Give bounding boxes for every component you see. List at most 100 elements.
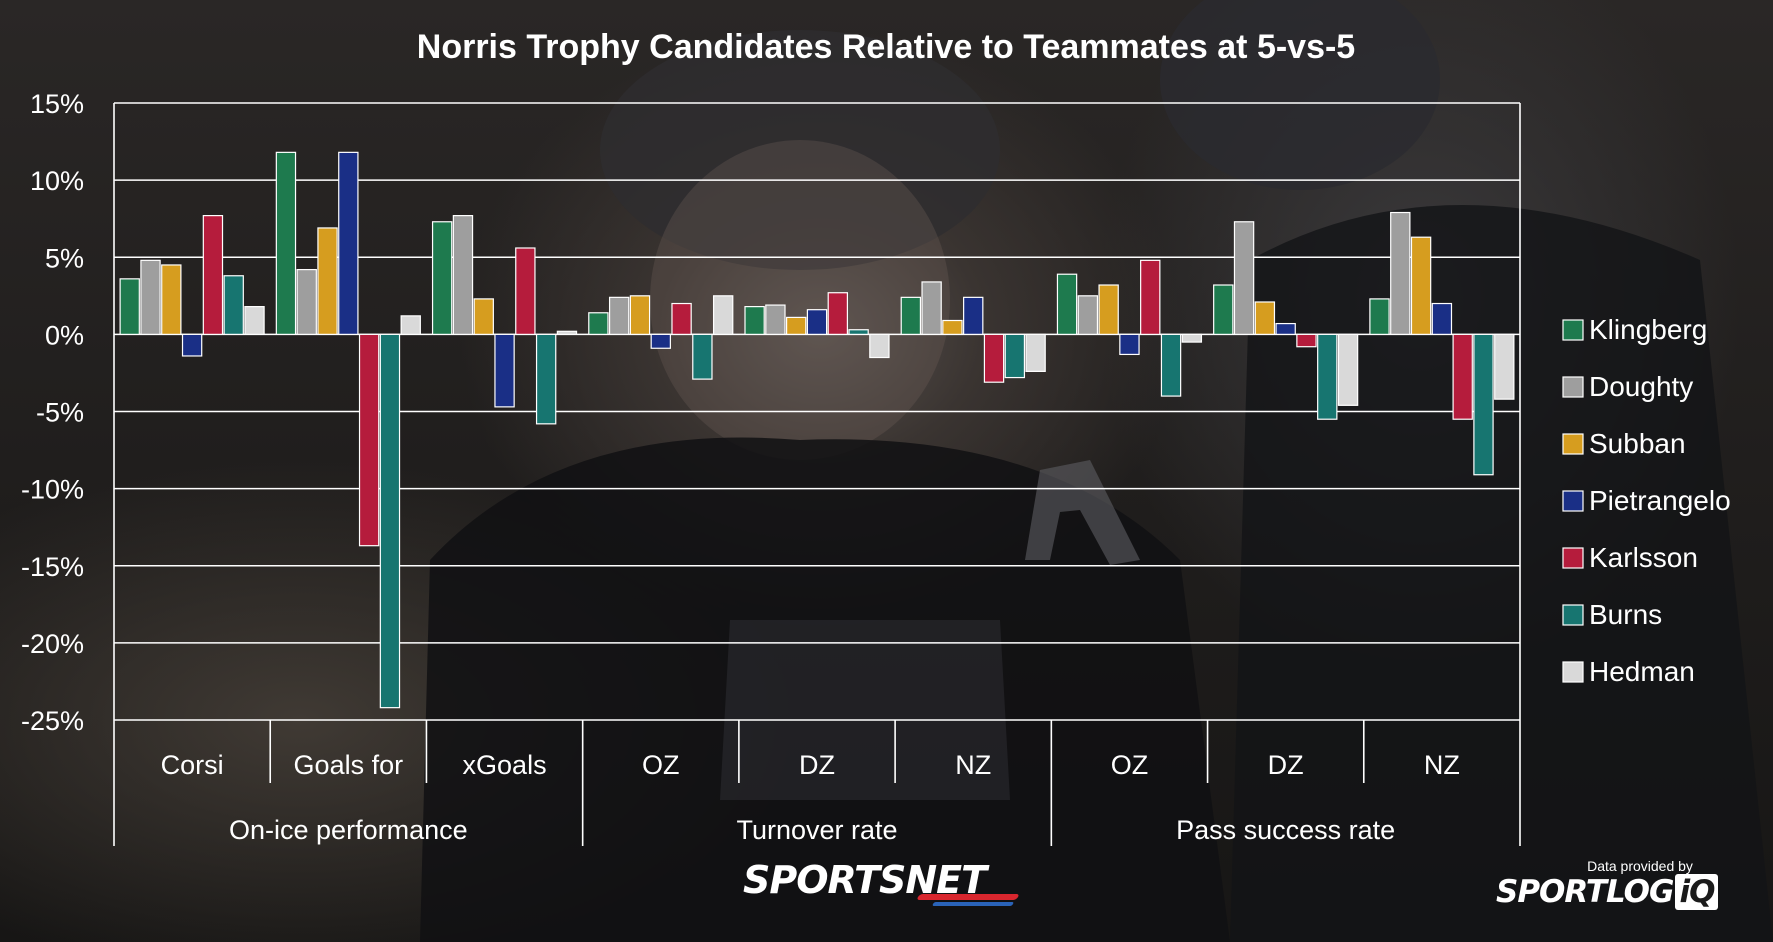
y-tick-label: -5% bbox=[36, 398, 84, 428]
chart-title: Norris Trophy Candidates Relative to Tea… bbox=[417, 28, 1355, 66]
bar-pietrangelo bbox=[494, 333, 515, 408]
bar-pietrangelo bbox=[650, 333, 671, 349]
bar-karlsson bbox=[1140, 259, 1161, 335]
sportlogiq-logo-main: SPORTLOG bbox=[1496, 874, 1674, 910]
bar-klingberg bbox=[431, 221, 453, 335]
logo-swoosh-blue bbox=[931, 902, 1015, 906]
bar-karlsson bbox=[515, 247, 536, 335]
bar-doughty bbox=[452, 215, 474, 335]
legend-label-hedman: Hedman bbox=[1589, 656, 1695, 687]
sportlogiq-logo: SPORTLOG iQ bbox=[1496, 874, 1726, 914]
bar-pietrangelo bbox=[1275, 322, 1296, 335]
bar-doughty bbox=[140, 259, 161, 335]
bar-hedman bbox=[244, 306, 265, 335]
legend-swatch-hedman bbox=[1562, 661, 1584, 683]
bar-karlsson bbox=[202, 215, 224, 335]
x-category-label: OZ bbox=[1111, 750, 1149, 780]
bar-klingberg bbox=[1213, 284, 1234, 335]
bar-karlsson bbox=[1296, 333, 1317, 348]
bar-subban bbox=[1098, 284, 1119, 335]
legend-swatch-pietrangelo bbox=[1562, 490, 1584, 512]
data-credit-caption: Data provided by bbox=[1587, 858, 1693, 874]
bar-doughty bbox=[1077, 295, 1099, 335]
bar-karlsson bbox=[827, 292, 849, 335]
bar-pietrangelo bbox=[806, 309, 828, 335]
bar-subban bbox=[1410, 236, 1432, 335]
x-category-label: OZ bbox=[642, 750, 680, 780]
x-category-label: Corsi bbox=[161, 750, 224, 780]
bar-burns bbox=[848, 329, 869, 335]
bar-burns bbox=[223, 275, 244, 335]
y-tick-label: 5% bbox=[45, 243, 84, 273]
logo-swoosh-red bbox=[916, 894, 1020, 900]
legend-swatch-doughty bbox=[1562, 376, 1584, 398]
bar-burns bbox=[1317, 333, 1338, 420]
bar-klingberg bbox=[1369, 298, 1390, 335]
y-tick-label: 0% bbox=[45, 320, 84, 350]
bar-hedman bbox=[1337, 333, 1359, 406]
bar-hedman bbox=[1025, 333, 1046, 372]
bar-hedman bbox=[556, 330, 578, 335]
bar-burns bbox=[1473, 333, 1494, 476]
bar-karlsson bbox=[1452, 333, 1473, 420]
bar-klingberg bbox=[275, 151, 297, 335]
bar-klingberg bbox=[900, 296, 922, 335]
legend-swatch-karlsson bbox=[1562, 547, 1584, 569]
bar-klingberg bbox=[744, 306, 765, 335]
bar-subban bbox=[942, 319, 963, 335]
bar-klingberg bbox=[588, 312, 609, 335]
bar-hedman bbox=[1494, 333, 1515, 400]
bar-klingberg bbox=[119, 278, 140, 335]
legend-swatch-subban bbox=[1562, 433, 1584, 455]
sportlogiq-logo-tag: iQ bbox=[1675, 874, 1719, 910]
x-category-label: DZ bbox=[1268, 750, 1304, 780]
x-category-label: DZ bbox=[799, 750, 835, 780]
bar-hedman bbox=[712, 295, 734, 335]
bar-subban bbox=[161, 264, 182, 335]
bar-doughty bbox=[921, 281, 942, 335]
y-tick-label: -10% bbox=[21, 475, 84, 505]
y-tick-label: 10% bbox=[30, 166, 84, 196]
bar-pietrangelo bbox=[963, 296, 984, 335]
y-tick-label: 15% bbox=[30, 89, 84, 119]
sportsnet-logo: SPORTSNET bbox=[743, 858, 1053, 908]
bar-pietrangelo bbox=[1119, 333, 1140, 356]
legend-swatch-burns bbox=[1562, 604, 1584, 626]
bar-karlsson bbox=[983, 333, 1005, 383]
x-category-label: xGoals bbox=[463, 750, 547, 780]
y-tick-label: -20% bbox=[21, 629, 84, 659]
legend-label-klingberg: Klingberg bbox=[1589, 314, 1707, 345]
bar-doughty bbox=[1233, 221, 1255, 335]
bar-klingberg bbox=[1056, 273, 1078, 335]
bar-doughty bbox=[608, 296, 630, 335]
y-tick-label: -15% bbox=[21, 552, 84, 582]
legend-label-pietrangelo: Pietrangelo bbox=[1589, 485, 1731, 516]
bar-hedman bbox=[869, 333, 890, 359]
bar-subban bbox=[785, 316, 807, 335]
x-category-label: Goals for bbox=[294, 750, 404, 780]
bar-pietrangelo bbox=[181, 333, 203, 357]
legend-label-burns: Burns bbox=[1589, 599, 1662, 630]
legend-label-doughty: Doughty bbox=[1589, 371, 1693, 402]
bar-pietrangelo bbox=[1431, 302, 1453, 335]
x-group-label: Turnover rate bbox=[736, 815, 897, 845]
bar-subban bbox=[1254, 301, 1276, 335]
x-group-label: Pass success rate bbox=[1176, 815, 1395, 845]
bar-doughty bbox=[296, 268, 317, 335]
legend-label-subban: Subban bbox=[1589, 428, 1686, 459]
y-tick-label: -25% bbox=[21, 706, 84, 736]
bar-burns bbox=[1004, 333, 1026, 379]
bar-subban bbox=[629, 295, 651, 335]
bar-burns bbox=[535, 333, 557, 425]
x-category-label: NZ bbox=[955, 750, 991, 780]
bar-doughty bbox=[1390, 211, 1411, 335]
legend-label-karlsson: Karlsson bbox=[1589, 542, 1698, 573]
x-group-label: On-ice performance bbox=[229, 815, 468, 845]
bar-burns bbox=[379, 333, 401, 709]
bar-hedman bbox=[400, 315, 421, 335]
bar-subban bbox=[317, 227, 338, 335]
legend-swatch-klingberg bbox=[1562, 319, 1584, 341]
